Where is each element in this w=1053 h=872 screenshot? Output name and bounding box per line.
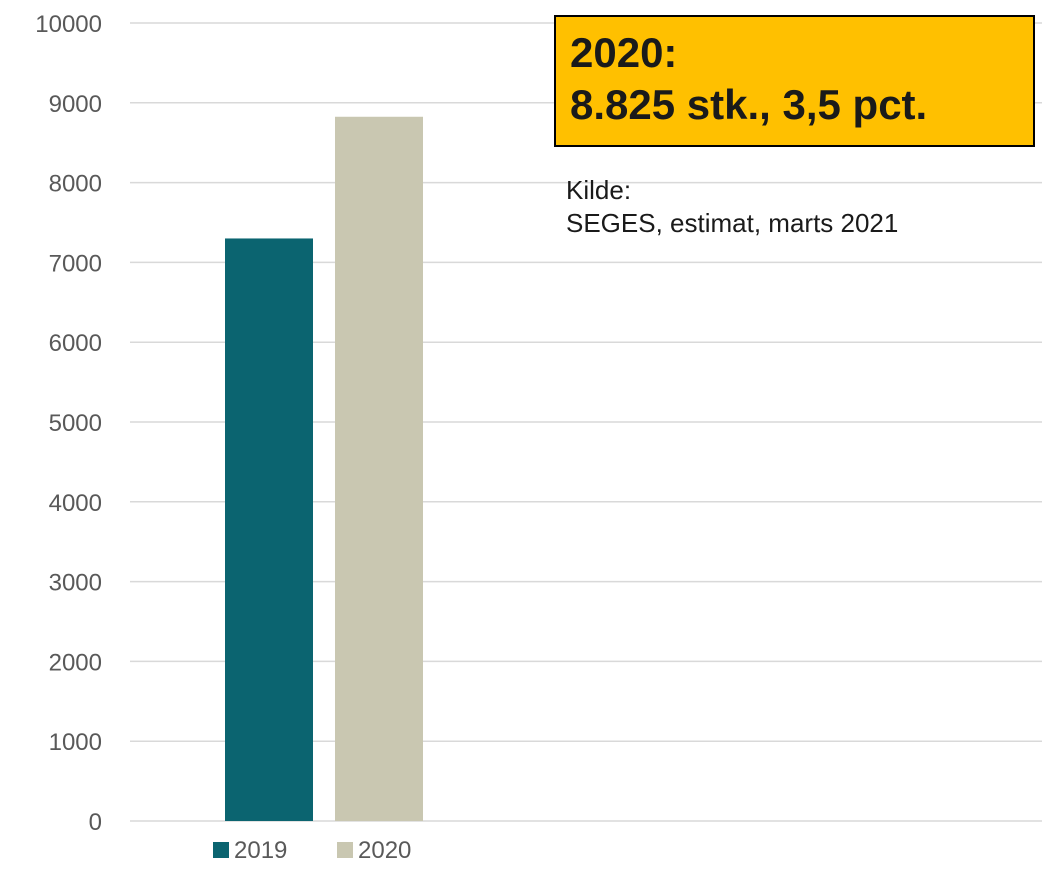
y-tick-label: 3000	[49, 570, 102, 597]
y-tick-label: 9000	[49, 91, 102, 118]
y-tick-label: 4000	[49, 490, 102, 517]
y-tick-label: 2000	[49, 649, 102, 676]
legend-label-2020: 2020	[358, 837, 411, 864]
source-text: SEGES, estimat, marts 2021	[566, 208, 899, 238]
y-tick-label: 7000	[49, 250, 102, 277]
source-note: Kilde: SEGES, estimat, marts 2021	[566, 174, 898, 240]
legend-label-2019: 2019	[234, 837, 287, 864]
source-label: Kilde:	[566, 175, 632, 205]
y-tick-label: 8000	[49, 171, 102, 198]
bar-2019	[225, 238, 313, 821]
legend-swatch-2020	[337, 842, 353, 858]
y-tick-label: 6000	[49, 330, 102, 357]
bars	[225, 116, 423, 821]
callout-value: 8.825 stk., 3,5 pct.	[570, 81, 928, 128]
y-tick-label: 10000	[35, 11, 102, 38]
callout-year: 2020:	[570, 29, 678, 76]
y-tick-label: 0	[89, 809, 102, 836]
highlight-callout: 2020: 8.825 stk., 3,5 pct.	[554, 15, 1035, 147]
legend-swatch-2019	[213, 842, 229, 858]
y-tick-label: 1000	[49, 729, 102, 756]
y-axis-tick-labels: 0 1000 2000 3000 4000 5000 6000 7000 8000 9000 100…	[35, 11, 102, 836]
legend: 2019 2020	[213, 837, 411, 864]
bar-2020	[335, 116, 423, 821]
y-tick-label: 5000	[49, 410, 102, 437]
